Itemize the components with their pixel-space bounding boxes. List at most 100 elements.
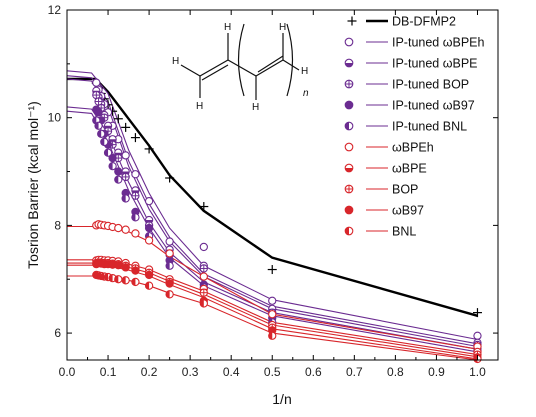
data-point-bnl <box>114 275 123 284</box>
data-point-omega-bpeh <box>121 225 130 234</box>
legend-marker <box>344 184 354 194</box>
data-point-omega-bpeh <box>165 249 174 258</box>
data-point-ip-tuned-bnl <box>94 121 103 130</box>
x-tick-label: 0.0 <box>59 365 76 379</box>
plot-frame <box>66 9 499 361</box>
x-tick-label: 0.4 <box>223 365 240 379</box>
data-point-omega-b97 <box>121 263 130 272</box>
data-point-ip-tuned-bop <box>131 191 140 200</box>
legend-marker <box>344 121 354 131</box>
data-point-omega-b97 <box>114 261 123 270</box>
legend-marker <box>344 205 354 215</box>
data-point-ip-tuned-omega-bpeh <box>131 170 140 179</box>
atom-label-h1: H <box>172 56 179 67</box>
data-point-ip-tuned-bnl <box>97 129 106 138</box>
data-point-ip-tuned-bnl <box>165 261 174 270</box>
data-point-bnl <box>144 281 154 290</box>
data-point-omega-bpeh <box>114 223 123 233</box>
data-point-omega-b97 <box>165 279 174 288</box>
butadiene-molecule-inset <box>180 23 300 100</box>
data-point-omega-bpeh <box>199 272 208 281</box>
series-markers <box>91 78 482 364</box>
data-point-ip-tuned-bnl <box>114 175 123 184</box>
legend-marker <box>344 100 354 110</box>
legend-item-bop: BOP <box>344 183 418 197</box>
data-point-db-dfmp2 <box>113 114 123 124</box>
data-point-omega-b97 <box>131 266 140 275</box>
data-point-omega-bpeh <box>131 229 140 238</box>
legend-marker <box>344 226 354 236</box>
legend-item-ip-tuned-omega-bpeh: IP-tuned ωBPEh <box>344 36 484 50</box>
data-point-ip-tuned-omega-bpeh <box>199 242 208 252</box>
legend-item-ip-tuned-omega-b97: IP-tuned ωB97 <box>344 99 475 113</box>
data-point-omega-b97 <box>144 270 154 280</box>
data-point-bnl <box>165 290 174 299</box>
data-point-bop <box>199 288 208 297</box>
atom-label-h4: H <box>252 102 259 113</box>
data-point-db-dfmp2 <box>165 173 175 183</box>
data-point-ip-tuned-bnl <box>100 137 109 147</box>
legend: DB-DFMP2 IP-tuned ωBPEh IP-tuned ωBPE IP-tu… <box>344 15 484 239</box>
legend-item-db-dfmp2: DB-DFMP2 <box>347 15 456 29</box>
legend-label: ωBPE <box>392 162 427 176</box>
x-tick-label: 0.3 <box>182 365 199 379</box>
atom-label-h5: H <box>279 22 286 33</box>
x-axis-title: 1/n <box>272 391 291 407</box>
data-point-ip-tuned-omega-bpeh <box>268 296 277 305</box>
legend-label: IP-tuned ωBPEh <box>392 36 484 50</box>
legend-label: IP-tuned ωB97 <box>392 99 475 113</box>
legend-label: BNL <box>392 225 416 239</box>
data-point-db-dfmp2 <box>267 265 277 275</box>
data-point-db-dfmp2 <box>199 202 209 212</box>
data-point-ip-tuned-omega-bpeh <box>165 237 174 246</box>
y-tick-label: 12 <box>48 3 62 17</box>
legend-item-ip-tuned-omega-bpe: IP-tuned ωBPE <box>344 57 478 71</box>
x-tick-label: 0.2 <box>141 365 158 379</box>
legend-label: ωB97 <box>392 204 424 218</box>
atom-label-h2: H <box>196 101 203 112</box>
atom-label-h3: H <box>224 22 231 33</box>
data-point-bnl <box>199 299 208 308</box>
right-parenthesis <box>286 23 294 97</box>
x-tick-label: 0.9 <box>428 365 445 379</box>
axes: 0.0 0.1 0.2 0.3 0.4 0.5 0.6 0.7 0.8 0.9 1.0 6 8 10 12 <box>48 3 499 379</box>
data-point-ip-tuned-bnl <box>121 194 130 203</box>
x-tick-label: 0.6 <box>305 365 322 379</box>
legend-item-omega-bpeh: ωBPEh <box>344 141 434 155</box>
data-point-ip-tuned-bop <box>121 172 130 182</box>
x-tick-label: 0.5 <box>264 365 281 379</box>
y-tick-label: 8 <box>54 218 61 232</box>
legend-label: ωBPEh <box>392 141 434 155</box>
data-point-ip-tuned-omega-bpeh <box>92 78 101 87</box>
legend-marker <box>344 142 354 152</box>
legend-label: IP-tuned BNL <box>392 120 467 134</box>
x-tick-label: 0.1 <box>100 365 117 379</box>
data-point-db-dfmp2 <box>121 122 131 132</box>
data-point-omega-bpeh <box>268 310 277 319</box>
data-point-ip-tuned-bnl <box>103 148 113 157</box>
data-point-bnl <box>131 277 140 287</box>
data-point-ip-tuned-omega-bpeh <box>144 197 154 206</box>
legend-label: IP-tuned ωBPE <box>392 57 478 71</box>
legend-item-bnl: BNL <box>344 225 416 239</box>
y-tick-label: 6 <box>54 326 61 340</box>
repeat-count-label: n <box>303 88 309 99</box>
legend-marker <box>344 58 354 68</box>
data-point-db-dfmp2 <box>130 133 140 143</box>
legend-item-omega-b97: ωB97 <box>344 204 424 218</box>
legend-item-omega-bpe: ωBPE <box>344 162 427 176</box>
data-point-db-dfmp2 <box>144 144 154 154</box>
data-point-ip-tuned-omega-b97 <box>114 167 123 176</box>
legend-marker <box>344 163 354 173</box>
y-axis-title: Tosrion Barrier (kcal mol⁻¹) <box>25 101 41 269</box>
x-tick-label: 0.7 <box>346 365 363 379</box>
molecule-atom-labels: H H H H H H n <box>172 22 309 113</box>
x-tick-label: 1.0 <box>469 365 486 379</box>
data-point-db-dfmp2 <box>472 308 482 318</box>
y-tick-label: 10 <box>48 111 62 125</box>
data-point-ip-tuned-omega-b97 <box>108 153 117 163</box>
data-point-ip-tuned-bnl <box>108 162 117 171</box>
data-point-ip-tuned-omega-b97 <box>144 223 154 233</box>
legend-marker <box>344 79 354 89</box>
